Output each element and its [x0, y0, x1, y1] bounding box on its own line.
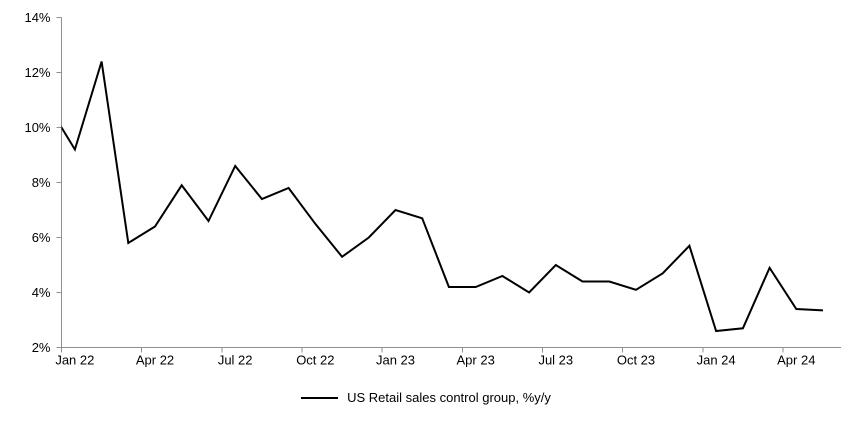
y-tick-label: 12%	[24, 65, 50, 80]
chart-svg: 14% 12% 10% 8% 6% 4% 2% Jan 22 Apr 22 Jul 22 Oct 2…	[24, 10, 841, 368]
x-tick-label: Apr 24	[777, 353, 815, 368]
x-tick-label: Jan 24	[697, 353, 736, 368]
series-line	[61, 61, 824, 333]
y-tick-label: 4%	[32, 285, 51, 300]
x-tick-label: Oct 23	[617, 353, 655, 368]
y-tick-label: 10%	[24, 120, 50, 135]
x-tick-label: Jan 22	[55, 353, 94, 368]
y-tick-label: 14%	[24, 10, 50, 25]
x-tick-label: Apr 22	[136, 353, 174, 368]
x-tick-label: Jan 23	[376, 353, 415, 368]
legend: US Retail sales control group, %y/y	[0, 390, 852, 405]
x-tick-label: Jul 22	[218, 353, 253, 368]
y-tick-label: 6%	[32, 230, 51, 245]
y-tick-label: 8%	[32, 175, 51, 190]
x-tick-label: Oct 22	[296, 353, 334, 368]
legend-label: US Retail sales control group, %y/y	[347, 390, 551, 405]
x-tick-label: Apr 23	[457, 353, 495, 368]
y-tick-label: 2%	[32, 340, 51, 355]
x-tick-label: Jul 23	[538, 353, 573, 368]
legend-line-marker-icon	[301, 396, 339, 399]
